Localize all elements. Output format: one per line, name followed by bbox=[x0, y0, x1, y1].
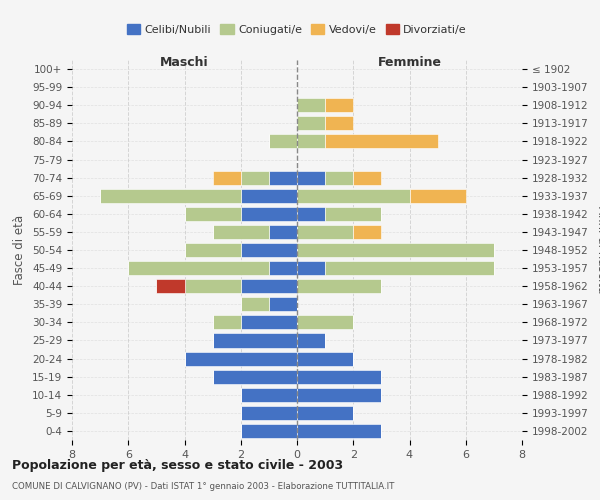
Text: Maschi: Maschi bbox=[160, 56, 209, 70]
Bar bbox=[297, 316, 353, 330]
Bar bbox=[241, 188, 297, 203]
Bar bbox=[269, 297, 297, 312]
Bar bbox=[269, 170, 297, 184]
Bar bbox=[241, 388, 297, 402]
Bar bbox=[353, 225, 382, 239]
Bar bbox=[212, 170, 241, 184]
Bar bbox=[185, 243, 241, 257]
Bar bbox=[297, 98, 325, 112]
Bar bbox=[297, 207, 325, 221]
Bar bbox=[269, 134, 297, 148]
Y-axis label: Anni di nascita: Anni di nascita bbox=[595, 206, 600, 294]
Bar bbox=[212, 334, 297, 347]
Y-axis label: Fasce di età: Fasce di età bbox=[13, 215, 26, 285]
Bar bbox=[212, 370, 297, 384]
Bar bbox=[128, 261, 269, 275]
Bar bbox=[297, 243, 494, 257]
Bar bbox=[297, 134, 325, 148]
Bar bbox=[241, 207, 297, 221]
Bar bbox=[212, 225, 269, 239]
Legend: Celibi/Nubili, Coniugati/e, Vedovi/e, Divorziati/e: Celibi/Nubili, Coniugati/e, Vedovi/e, Di… bbox=[122, 20, 472, 40]
Bar bbox=[297, 261, 325, 275]
Bar bbox=[185, 352, 297, 366]
Bar bbox=[297, 370, 382, 384]
Bar bbox=[325, 134, 437, 148]
Bar bbox=[325, 261, 494, 275]
Bar bbox=[297, 406, 353, 420]
Bar bbox=[241, 279, 297, 293]
Bar bbox=[297, 352, 353, 366]
Text: Femmine: Femmine bbox=[377, 56, 442, 70]
Bar bbox=[297, 424, 382, 438]
Bar bbox=[297, 334, 325, 347]
Bar bbox=[269, 225, 297, 239]
Bar bbox=[353, 170, 382, 184]
Bar bbox=[241, 316, 297, 330]
Bar bbox=[297, 279, 382, 293]
Bar bbox=[185, 279, 241, 293]
Bar bbox=[241, 170, 269, 184]
Bar bbox=[297, 225, 353, 239]
Bar bbox=[241, 297, 269, 312]
Bar bbox=[185, 207, 241, 221]
Bar bbox=[325, 207, 382, 221]
Bar bbox=[297, 170, 325, 184]
Bar bbox=[325, 98, 353, 112]
Text: Popolazione per età, sesso e stato civile - 2003: Popolazione per età, sesso e stato civil… bbox=[12, 460, 343, 472]
Bar bbox=[409, 188, 466, 203]
Bar bbox=[297, 116, 325, 130]
Bar bbox=[297, 388, 382, 402]
Text: COMUNE DI CALVIGNANO (PV) - Dati ISTAT 1° gennaio 2003 - Elaborazione TUTTITALIA: COMUNE DI CALVIGNANO (PV) - Dati ISTAT 1… bbox=[12, 482, 394, 491]
Bar bbox=[325, 170, 353, 184]
Bar bbox=[297, 188, 409, 203]
Bar bbox=[100, 188, 241, 203]
Bar bbox=[269, 261, 297, 275]
Bar bbox=[157, 279, 185, 293]
Bar bbox=[241, 406, 297, 420]
Bar bbox=[241, 243, 297, 257]
Bar bbox=[241, 424, 297, 438]
Bar bbox=[212, 316, 241, 330]
Bar bbox=[325, 116, 353, 130]
